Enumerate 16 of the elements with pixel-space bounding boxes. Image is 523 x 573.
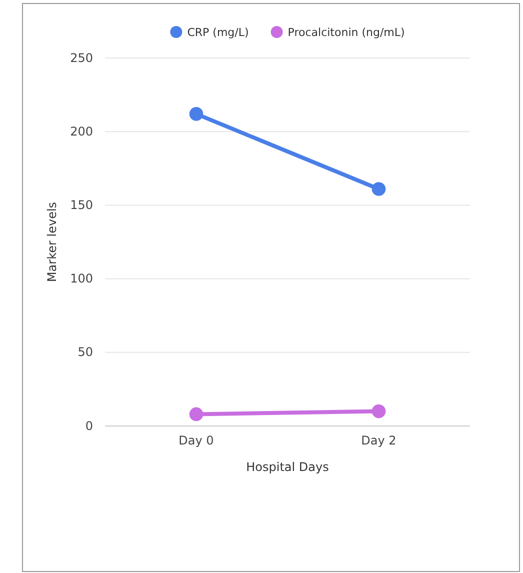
x-tick-label: Day 2	[361, 434, 396, 448]
y-tick-label: 50	[78, 345, 93, 360]
y-tick-label: 0	[85, 418, 93, 433]
y-tick-label: 150	[70, 198, 93, 212]
x-tick-label: Day 0	[178, 434, 214, 448]
point	[189, 107, 204, 121]
legend-label: Procalcitonin (ng/mL)	[288, 26, 405, 39]
legend-label: CRP (mg/L)	[187, 26, 249, 39]
point	[372, 404, 386, 418]
y-axis-title: Marker levels	[45, 202, 59, 282]
y-tick-label: 100	[70, 272, 93, 286]
x-axis-title: Hospital Days	[246, 460, 329, 474]
y-tick-label: 250	[70, 50, 93, 65]
point	[372, 182, 386, 196]
point	[189, 407, 204, 422]
y-tick-label: 200	[70, 124, 93, 138]
